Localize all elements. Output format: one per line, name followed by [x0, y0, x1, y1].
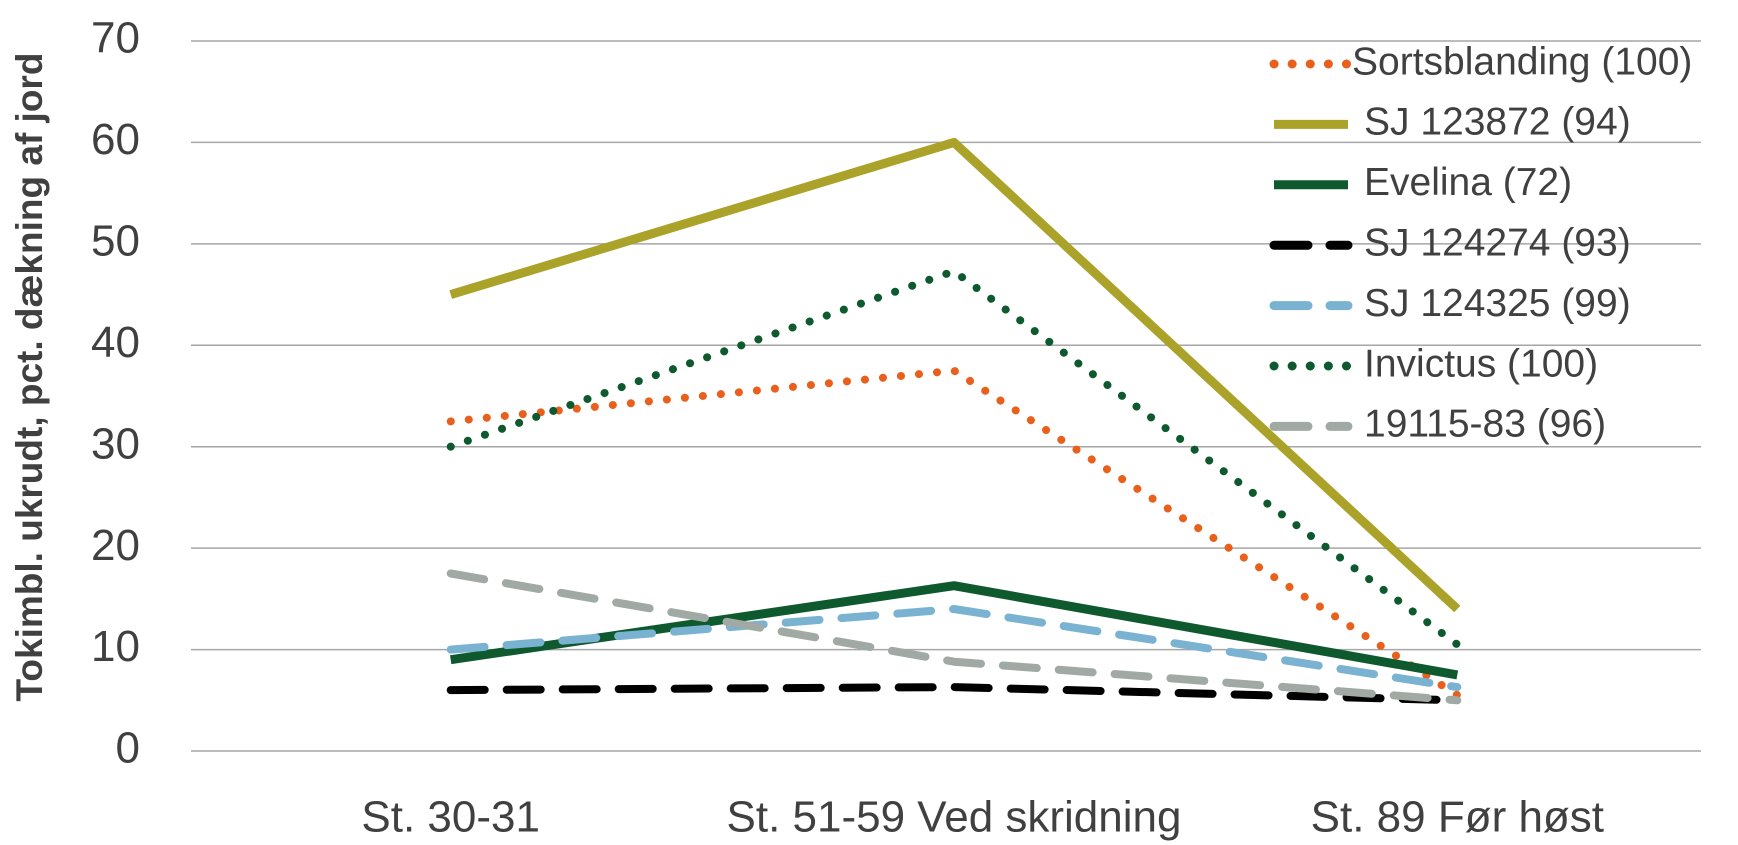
series-line [446, 569, 1462, 705]
x-tick-label: St. 51-59 Ved skridning [727, 793, 1182, 842]
legend-label: Sortsblanding (100) [1352, 40, 1692, 83]
y-tick-label: 40 [91, 318, 140, 367]
series-line [446, 605, 1462, 692]
x-tick-label: St. 30-31 [361, 793, 540, 842]
y-tick-label: 30 [91, 419, 140, 468]
y-axis-label: Tokimbl. ukrudt, pct. dækning af jord [9, 53, 50, 702]
legend-label: Invictus (100) [1364, 342, 1598, 385]
y-tick-label: 0 [116, 724, 140, 773]
legend-label: 19115-83 (96) [1364, 403, 1606, 446]
legend-label: Evelina (72) [1364, 161, 1572, 204]
legend-label: SJ 124274 (93) [1364, 221, 1631, 264]
y-tick-label: 50 [91, 216, 140, 265]
y-tick-label: 60 [91, 115, 140, 164]
legend-label: SJ 124325 (99) [1364, 282, 1631, 325]
series-line [446, 366, 1462, 700]
legend-label: SJ 123872 (94) [1364, 101, 1631, 144]
y-tick-label: 10 [91, 622, 140, 671]
series-line [446, 267, 1462, 649]
x-tick-label: St. 89 Før høst [1311, 793, 1604, 842]
y-tick-label: 20 [91, 521, 140, 570]
y-tick-label: 70 [91, 14, 140, 63]
series-line [446, 683, 1462, 705]
series-line [449, 137, 1461, 613]
